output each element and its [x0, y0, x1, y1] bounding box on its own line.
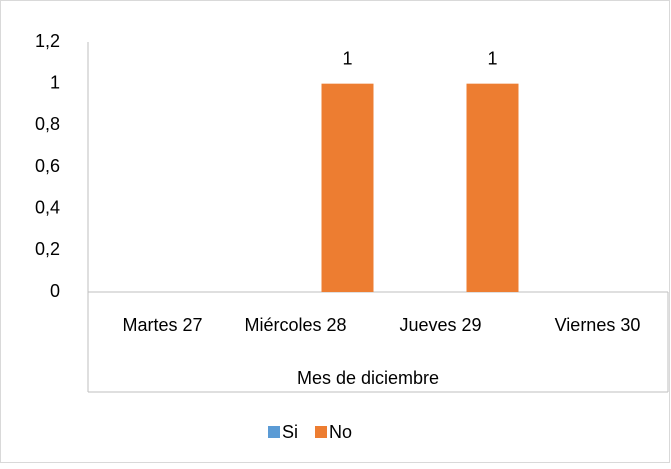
bar — [466, 83, 519, 293]
y-tick-label: 1,2 — [35, 31, 60, 51]
y-tick-label: 0,8 — [35, 114, 60, 134]
data-label: 1 — [342, 48, 352, 68]
legend-label: No — [329, 422, 352, 442]
x-tick-label: Martes 27 — [122, 315, 202, 335]
bar — [321, 83, 374, 293]
x-tick-label: Jueves 29 — [399, 315, 481, 335]
y-tick-label: 0,6 — [35, 156, 60, 176]
y-tick-label: 0,4 — [35, 197, 60, 217]
x-tick-label: Miércoles 28 — [244, 315, 346, 335]
legend-swatch — [268, 426, 280, 438]
y-tick-label: 0,2 — [35, 239, 60, 259]
y-tick-label: 1 — [50, 72, 60, 92]
x-axis-title: Mes de diciembre — [297, 368, 439, 388]
legend-label: Si — [282, 422, 298, 442]
y-tick-label: 0 — [50, 281, 60, 301]
legend-swatch — [315, 426, 327, 438]
x-tick-label: Viernes 30 — [555, 315, 641, 335]
data-label: 1 — [487, 48, 497, 68]
